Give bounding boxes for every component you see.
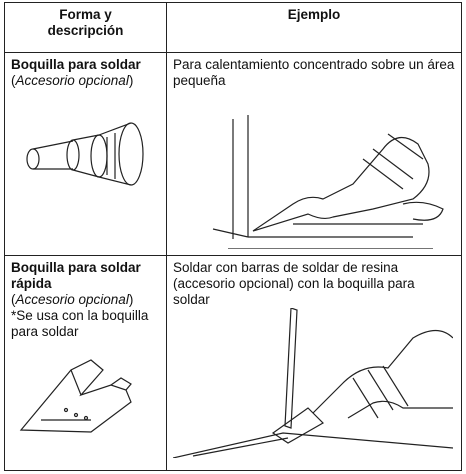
example-text: Para calentamiento concentrado sobre un … xyxy=(173,57,455,88)
example-text: Soldar con barras de soldar de resina (a… xyxy=(173,260,415,307)
fast-nozzle-illustration xyxy=(19,359,132,433)
paren: ) xyxy=(128,292,134,307)
example-illustration xyxy=(173,308,453,458)
accessory: (Accesorio opcional) xyxy=(11,292,133,307)
row: Boquilla para soldar rápida (Accesorio o… xyxy=(4,255,462,471)
item-name: Boquilla para soldar xyxy=(11,57,141,72)
header-row: Forma y descripción Ejemplo xyxy=(4,2,462,53)
paren: ) xyxy=(128,73,134,88)
header-cell: Ejemplo xyxy=(166,2,462,53)
example-illustration xyxy=(212,115,444,249)
item-name: Boquilla para soldar rápida xyxy=(11,260,141,291)
note: *Se usa con la boquilla para soldar xyxy=(11,308,149,339)
paren: ( xyxy=(11,73,16,88)
paren: ( xyxy=(11,292,16,307)
table: Forma y descripción Ejemplo Boquilla par… xyxy=(4,2,462,471)
cell: Para calentamiento concentrado sobre un … xyxy=(166,52,462,256)
row: Boquilla para soldar (Accesorio opcional… xyxy=(4,52,462,256)
cell: Boquilla para soldar (Accesorio opcional… xyxy=(4,52,167,256)
cell: Boquilla para soldar rápida (Accesorio o… xyxy=(4,255,167,471)
accessory-text: Accesorio opcional xyxy=(15,73,129,88)
accessory-text: Accesorio opcional xyxy=(15,292,129,307)
cell: Soldar con barras de soldar de resina (a… xyxy=(166,255,462,471)
nozzle-illustration xyxy=(26,122,144,186)
accessory: (Accesorio opcional) xyxy=(11,73,133,88)
header-cell: Forma y descripción xyxy=(4,2,167,53)
